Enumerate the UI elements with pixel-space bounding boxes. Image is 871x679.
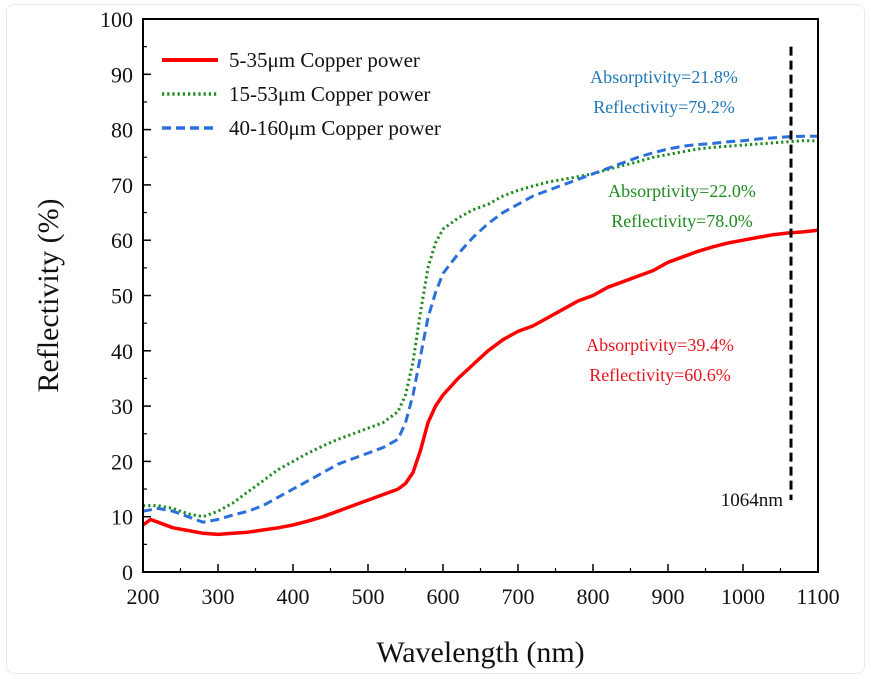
x-tick-label: 1100 [796, 584, 839, 609]
x-tick-label: 200 [127, 584, 160, 609]
y-tick-label: 70 [111, 173, 133, 198]
y-tick-label: 0 [122, 560, 133, 585]
y-tick-label: 80 [111, 118, 133, 143]
x-tick-label: 800 [577, 584, 610, 609]
y-tick-label: 10 [111, 505, 133, 530]
y-tick-label: 100 [100, 7, 133, 32]
annotation-0-line-0: Absorptivity=21.8% [590, 67, 738, 87]
series-layer [141, 134, 819, 537]
reference-line-layer: 1064nm [721, 46, 793, 511]
y-tick-label: 50 [111, 284, 133, 309]
legend-label-1: 15-53μm Copper power [229, 82, 430, 106]
y-tick-label: 20 [111, 449, 133, 474]
y-tick-label: 30 [111, 394, 133, 419]
x-tick-label: 900 [652, 584, 685, 609]
annotation-1-line-1: Reflectivity=78.0% [611, 211, 753, 231]
x-tick-label: 600 [427, 584, 460, 609]
series-line-0 [141, 228, 819, 537]
annotation-1-line-0: Absorptivity=22.0% [608, 181, 756, 201]
ticks-layer: 200 300 400 500 600 700 800 900 1000 1100 0 10 20 30 4… [100, 7, 840, 609]
series-line-1 [143, 139, 818, 519]
x-tick-label: 1000 [721, 584, 765, 609]
annotation-2-line-1: Reflectivity=60.6% [589, 365, 731, 385]
annotations: Absorptivity=21.8% Reflectivity=79.2% Abso… [586, 67, 756, 385]
legend-label-0: 5-35μm Copper power [229, 48, 420, 72]
reference-line-label: 1064nm [721, 490, 784, 511]
legend-label-2: 40-160μm Copper power [229, 116, 441, 140]
annotation-0-line-1: Reflectivity=79.2% [593, 97, 735, 117]
annotation-2-line-0: Absorptivity=39.4% [586, 335, 734, 355]
x-tick-label: 500 [352, 584, 385, 609]
y-axis-label: Reflectivity (%) [32, 198, 65, 392]
x-tick-label: 300 [202, 584, 235, 609]
x-tick-label: 400 [277, 584, 310, 609]
y-tick-label: 40 [111, 339, 133, 364]
chart-frame [6, 4, 865, 674]
x-tick-label: 700 [502, 584, 535, 609]
legend: 5-35μm Copper power 15-53μm Copper power 4… [162, 48, 441, 140]
y-tick-label: 90 [111, 62, 133, 87]
y-tick-label: 60 [111, 228, 133, 253]
x-axis-label: Wavelength (nm) [376, 636, 584, 669]
